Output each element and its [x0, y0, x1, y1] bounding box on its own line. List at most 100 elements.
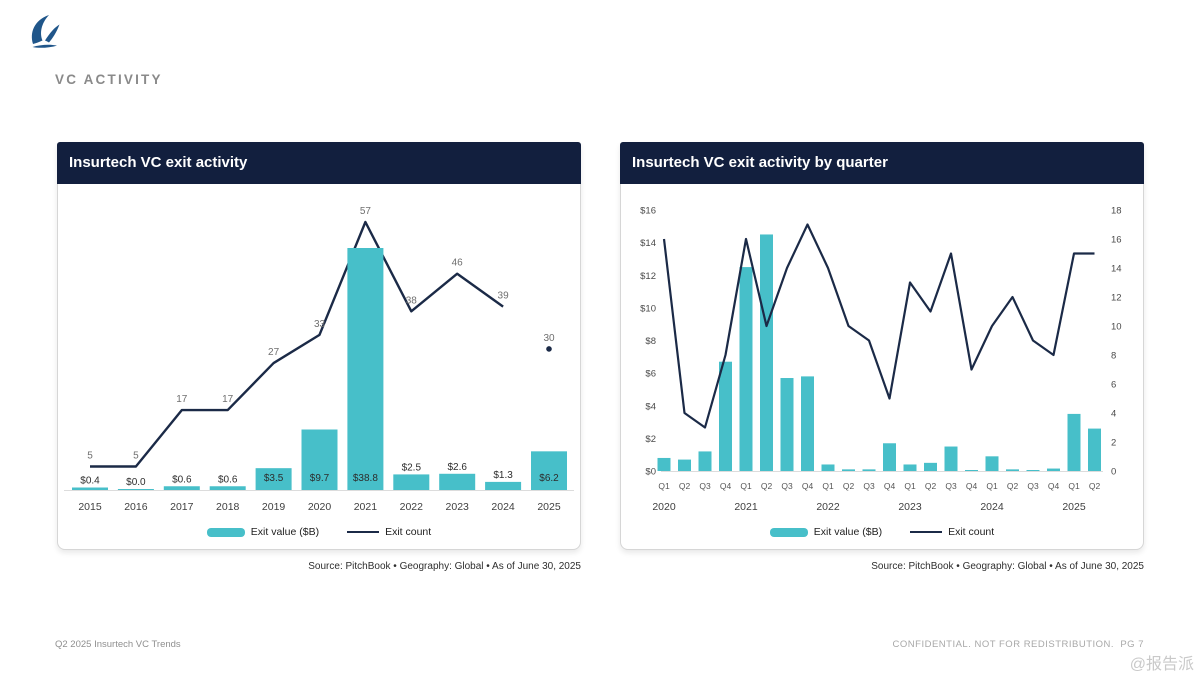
- svg-text:$38.8: $38.8: [353, 473, 378, 484]
- quarterly-source-note: Source: PitchBook • Geography: Global • …: [871, 561, 1144, 572]
- svg-text:12: 12: [1111, 293, 1122, 304]
- legend-item-exit-count: Exit count: [910, 526, 994, 538]
- svg-text:27: 27: [268, 347, 280, 358]
- exit-value-swatch: [769, 527, 808, 537]
- svg-text:$0: $0: [645, 467, 656, 478]
- svg-text:2021: 2021: [734, 501, 758, 513]
- svg-text:2017: 2017: [170, 501, 194, 513]
- legend-item-exit-value: Exit value ($B): [769, 526, 883, 538]
- svg-text:$2: $2: [645, 434, 656, 445]
- legend-exit-count-label: Exit count: [385, 526, 432, 538]
- svg-text:Q3: Q3: [1027, 481, 1039, 491]
- svg-text:6: 6: [1111, 380, 1116, 391]
- svg-text:17: 17: [176, 394, 188, 405]
- exit-count-swatch: [910, 530, 943, 534]
- svg-text:39: 39: [498, 291, 510, 302]
- svg-text:$0.6: $0.6: [172, 474, 192, 485]
- svg-text:$2.5: $2.5: [402, 462, 422, 473]
- svg-text:4: 4: [1111, 409, 1116, 420]
- footer-report-title: Q2 2025 Insurtech VC Trends: [55, 639, 181, 650]
- legend-item-exit-count: Exit count: [347, 526, 431, 538]
- svg-text:Q4: Q4: [720, 481, 732, 491]
- svg-text:57: 57: [360, 206, 372, 217]
- svg-text:Q1: Q1: [822, 481, 834, 491]
- svg-text:Q3: Q3: [945, 481, 957, 491]
- svg-text:$10: $10: [640, 303, 656, 314]
- legend-item-exit-value: Exit value ($B): [206, 526, 320, 538]
- legend-exit-value-label: Exit value ($B): [813, 526, 883, 538]
- svg-text:$9.7: $9.7: [310, 473, 330, 484]
- svg-text:Q3: Q3: [863, 481, 875, 491]
- svg-text:Q2: Q2: [843, 481, 855, 491]
- svg-text:$4: $4: [645, 401, 656, 412]
- svg-text:$6: $6: [645, 369, 656, 380]
- svg-text:2019: 2019: [262, 501, 286, 513]
- section-title: VC ACTIVITY: [55, 72, 163, 87]
- exit-value-swatch: [206, 527, 245, 537]
- quarterly-exit-activity-chart: $0 $2 $4 $6 $8 $10 $12 $14 $16 0 2 4 6 8 10 12 14 16 18 Q1 Q…: [640, 206, 1122, 514]
- exit-count-swatch: [347, 530, 380, 534]
- svg-text:$0.4: $0.4: [80, 476, 100, 487]
- svg-text:Q1: Q1: [658, 481, 670, 491]
- svg-text:2016: 2016: [124, 501, 148, 513]
- svg-text:0: 0: [1111, 467, 1116, 478]
- svg-text:5: 5: [133, 450, 139, 461]
- svg-text:$0.0: $0.0: [126, 477, 146, 488]
- quarterly-chart-title: Insurtech VC exit activity by quarter: [620, 142, 1144, 184]
- svg-text:33: 33: [314, 319, 326, 330]
- svg-text:5: 5: [87, 450, 93, 461]
- svg-text:46: 46: [452, 258, 464, 269]
- svg-text:10: 10: [1111, 322, 1122, 333]
- svg-text:14: 14: [1111, 264, 1122, 275]
- svg-text:$12: $12: [640, 271, 656, 282]
- svg-text:18: 18: [1111, 206, 1122, 217]
- svg-text:$14: $14: [640, 238, 656, 249]
- svg-text:17: 17: [222, 394, 234, 405]
- svg-text:2022: 2022: [400, 501, 424, 513]
- svg-text:Q4: Q4: [966, 481, 978, 491]
- svg-text:$3.5: $3.5: [264, 473, 284, 484]
- svg-text:Q2: Q2: [1089, 481, 1101, 491]
- svg-text:2024: 2024: [980, 501, 1004, 513]
- annual-exit-activity-chart: $0.4 $0.0 $0.6 $0.6 $3.5 $9.7 $38.8 $2.5 $2.6 $1.…: [64, 206, 574, 513]
- svg-text:8: 8: [1111, 351, 1116, 362]
- svg-text:2022: 2022: [816, 501, 840, 513]
- svg-text:2024: 2024: [491, 501, 515, 513]
- svg-text:2: 2: [1111, 438, 1116, 449]
- sail-logo: [24, 12, 64, 52]
- quarterly-chart-legend: Exit value ($B) Exit count: [621, 526, 1143, 538]
- svg-text:Q3: Q3: [781, 481, 793, 491]
- svg-text:$2.6: $2.6: [447, 462, 467, 473]
- svg-text:Q1: Q1: [904, 481, 916, 491]
- svg-text:16: 16: [1111, 235, 1122, 246]
- svg-text:$8: $8: [645, 336, 656, 347]
- annual-chart-title: Insurtech VC exit activity: [57, 142, 581, 184]
- svg-text:2025: 2025: [1062, 501, 1086, 513]
- svg-text:2020: 2020: [308, 501, 332, 513]
- svg-text:2021: 2021: [354, 501, 378, 513]
- svg-text:Q2: Q2: [925, 481, 937, 491]
- svg-text:2020: 2020: [652, 501, 676, 513]
- svg-text:Q2: Q2: [679, 481, 691, 491]
- annual-chart-card: Insurtech VC exit activity $0.4 $0.0 $0.6 $…: [57, 142, 581, 550]
- svg-text:$0.6: $0.6: [218, 474, 238, 485]
- svg-text:Q1: Q1: [986, 481, 998, 491]
- svg-text:Q1: Q1: [740, 481, 752, 491]
- legend-exit-value-label: Exit value ($B): [250, 526, 320, 538]
- svg-text:2023: 2023: [446, 501, 470, 513]
- annual-source-note: Source: PitchBook • Geography: Global • …: [308, 561, 581, 572]
- svg-text:2025: 2025: [537, 501, 561, 513]
- svg-text:38: 38: [406, 295, 418, 306]
- svg-text:2023: 2023: [898, 501, 922, 513]
- svg-text:2018: 2018: [216, 501, 240, 513]
- svg-text:Q4: Q4: [1048, 481, 1060, 491]
- legend-exit-count-label: Exit count: [948, 526, 995, 538]
- footer-confidential-note: CONFIDENTIAL. NOT FOR REDISTRIBUTION. PG…: [892, 639, 1144, 650]
- svg-text:30: 30: [543, 333, 555, 344]
- svg-text:Q2: Q2: [761, 481, 773, 491]
- annual-chart-legend: Exit value ($B) Exit count: [58, 526, 580, 538]
- svg-text:Q2: Q2: [1007, 481, 1019, 491]
- quarterly-chart-card: Insurtech VC exit activity by quarter $0…: [620, 142, 1144, 550]
- svg-text:Q4: Q4: [884, 481, 896, 491]
- svg-text:Q1: Q1: [1068, 481, 1080, 491]
